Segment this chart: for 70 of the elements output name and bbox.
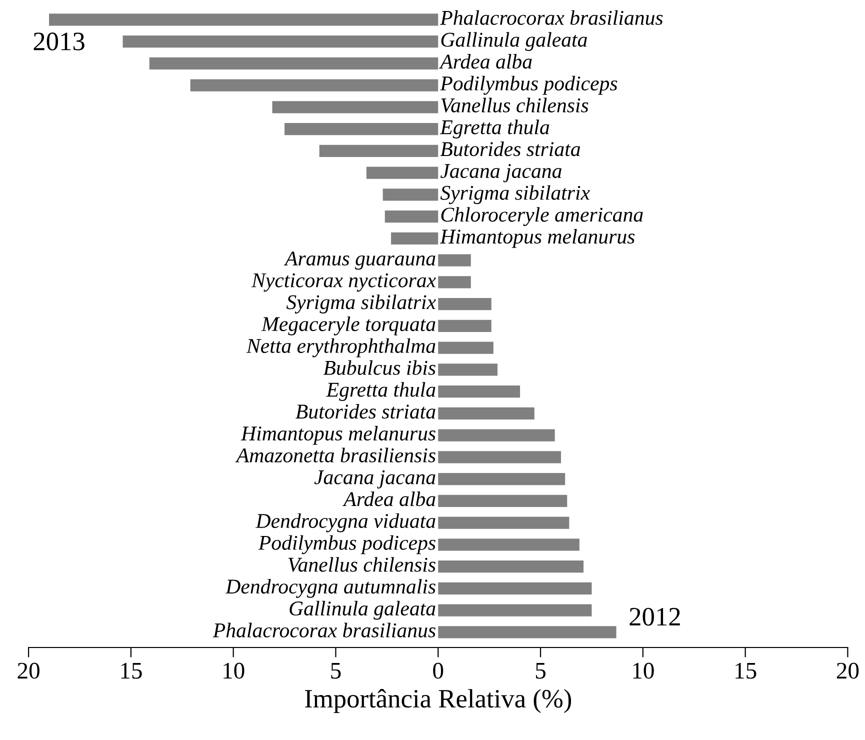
y-tick-label: Nycticorax nycticorax [251,273,436,292]
y-tick-label: Himantopus melanurus [440,228,635,248]
bar [438,429,555,442]
y-tick-label: Butorides striata [440,141,580,156]
bar [190,79,438,92]
series-label: 2013 [34,32,84,50]
y-tick-label: Vanellus chilensis [441,98,588,113]
y-tick-label: Syrigma sibilatrix [286,294,436,314]
bar [382,188,438,201]
y-tick-label: Ardea alba [439,54,532,69]
bar [391,232,438,244]
y-tick-label: Jacana jacana [440,164,562,182]
y-tick-label: Ardea alba [342,491,436,506]
bar [284,123,438,136]
y-tick-label: Dendrocygna viduata [256,513,436,532]
y-tick-label: Himantopus melanurus [240,426,436,445]
x-tick-label: 20 [18,662,40,679]
bar [438,538,580,551]
y-tick-label: Butorides striata [296,404,436,419]
bar [319,144,438,157]
y-tick-label: Dendrocygna autumnalis [225,578,436,598]
bar [149,57,438,70]
y-tick-label: Gallinula galeata [290,600,436,620]
y-tick-label: Egretta thula [326,382,436,402]
bar [438,342,494,354]
x-tick-label: 15 [121,662,142,679]
y-tick-label: Amazonetta brasiliensis [235,448,436,462]
bar [438,626,616,638]
y-tick-label: Egretta thula [440,120,550,139]
bar [438,582,592,594]
y-tick-label: Phalacrocorax brasilianus [212,622,436,638]
y-tick-label: Netta erythrophthalma [246,338,436,358]
x-tick-label: 10 [633,662,654,679]
bar [438,320,492,332]
x-tick-label: 5 [331,663,341,679]
y-tick-label: Chloroceryle americana [441,207,643,226]
bar [438,494,568,507]
y-tick-label: Aramus guarauna [284,252,436,270]
x-tick-label: 5 [536,663,546,679]
bar [438,298,492,310]
y-tick-label: Jacana jacana [314,470,436,489]
bar [438,560,584,573]
x-tick-label: 10 [224,662,244,679]
bar [49,14,438,26]
y-tick-label: Vanellus chilensis [288,557,436,572]
bar [438,604,592,616]
bar [366,166,438,179]
bar [438,516,570,529]
y-tick-label: Gallinula galeata [441,32,587,52]
x-axis-title: Importância Relativa (%) [304,689,572,714]
y-tick-label: Podilymbus podiceps [440,76,618,95]
bar [122,36,438,48]
bar [438,451,561,464]
y-tick-label: Megaceryle torquata [261,316,436,336]
y-tick-label: Syrigma sibilatrix [440,185,590,204]
x-tick-label: 15 [736,662,756,679]
bar [272,101,438,114]
bar [438,407,534,420]
bar [438,364,498,376]
y-tick-label: Bubulcus ibis [323,360,436,375]
y-tick-label: Podilymbus podiceps [258,535,436,554]
bar [438,254,471,266]
series-label: 2012 [630,608,680,626]
bar [438,386,520,398]
x-tick-label: 20 [836,662,859,679]
bar [438,276,471,288]
y-tick-label: Phalacrocorax brasilianus [440,10,663,25]
x-tick-label: 0 [433,662,444,679]
bar [384,210,438,223]
bar [438,473,566,486]
